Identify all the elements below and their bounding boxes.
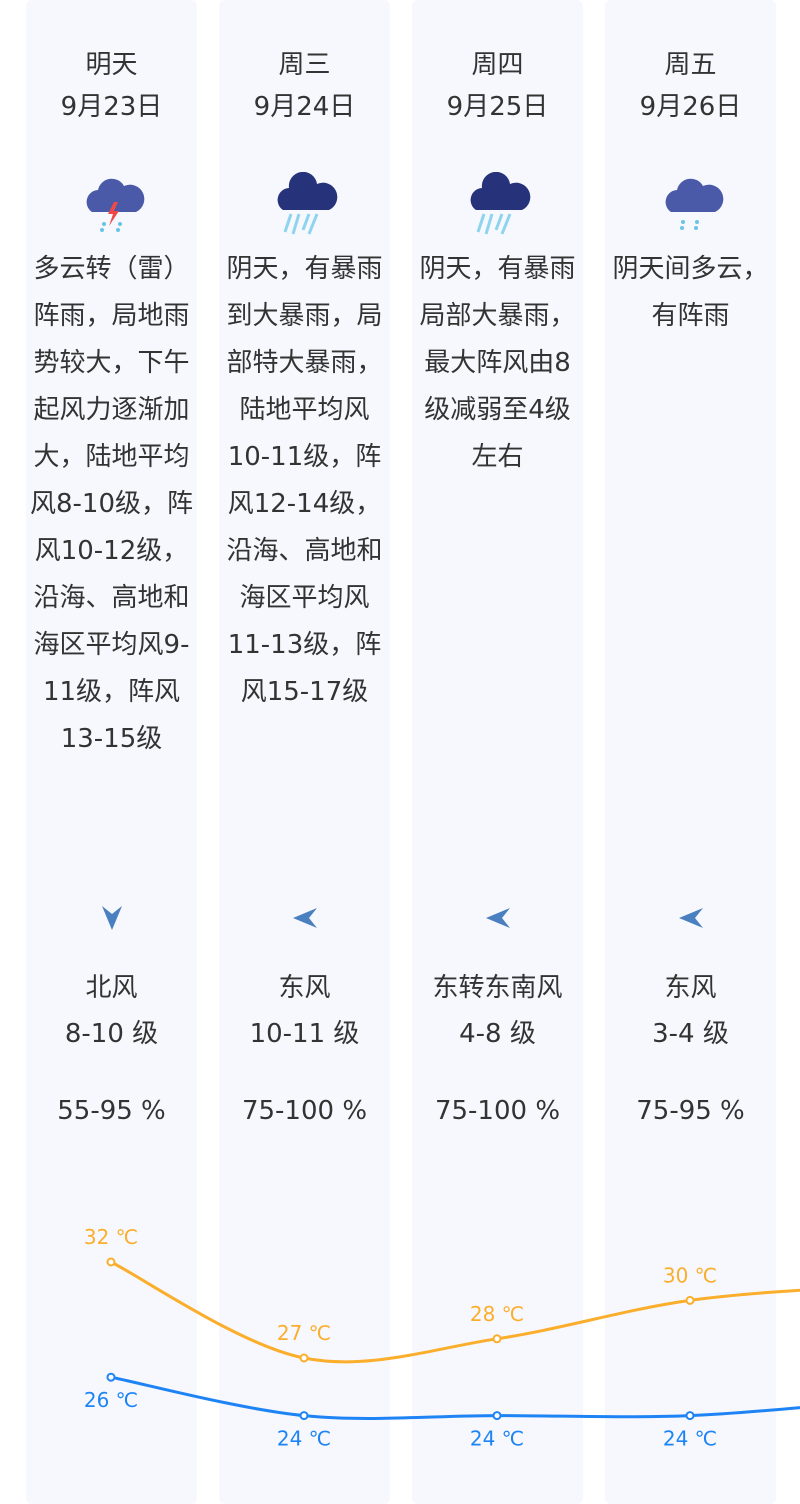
shower-icon — [665, 178, 723, 230]
forecast-day-column: 明天 9月23日 多云转（雷）阵雨，局地雨势较大，下午起风力逐渐加大，陆地平均风8… — [26, 0, 197, 1504]
wind-level: 4-8 级 — [459, 1019, 536, 1049]
weather-description: 阴天，有暴雨到大暴雨，局部特大暴雨，陆地平均风10-11级，阵风12-14级，沿… — [226, 254, 383, 707]
humidity: 75-100 % — [241, 1096, 368, 1126]
wind-direction-arrow-icon — [292, 908, 317, 928]
wind-direction: 东风 — [278, 973, 331, 1003]
forecast-day-column: 周五 9月26日 阴天间多云，有阵雨 东风 3-4 级 75-95 % — [605, 0, 776, 1504]
day-name: 周四 — [471, 50, 524, 80]
weather-description: 阴天间多云，有阵雨 — [612, 254, 769, 331]
day-date: 9月24日 — [253, 92, 356, 122]
day-date: 9月25日 — [446, 92, 549, 122]
temperature-label: 30 ℃ — [663, 1263, 717, 1287]
day-header: 周三 9月24日 — [219, 44, 390, 128]
humidity: 75-100 % — [434, 1096, 561, 1126]
day-name: 周三 — [278, 50, 331, 80]
wind-level: 10-11 级 — [249, 1019, 360, 1049]
day-date: 9月26日 — [639, 92, 742, 122]
day-date: 9月23日 — [60, 92, 163, 122]
humidity: 75-95 % — [636, 1096, 745, 1126]
wind-direction-arrow-icon — [678, 908, 703, 928]
wind-direction: 北风 — [85, 973, 138, 1003]
temperature-line — [110, 1375, 800, 1420]
temperature-label: 32 ℃ — [84, 1225, 138, 1249]
wind-info: 东风 10-11 级 — [219, 965, 390, 1057]
temperature-label: 27 ℃ — [277, 1321, 331, 1345]
day-header: 周四 9月25日 — [412, 44, 583, 128]
heavy-rain-icon — [277, 172, 337, 235]
thunder-shower-icon — [86, 178, 144, 232]
heavy-rain-icon — [470, 172, 530, 235]
temperature-point — [106, 1372, 116, 1382]
temperature-point — [492, 1411, 502, 1421]
day-name: 明天 — [85, 50, 138, 80]
wind-direction-arrow-icon — [101, 906, 122, 930]
wind-direction: 东风 — [664, 973, 717, 1003]
temperature-point — [685, 1295, 695, 1305]
wind-info: 东风 3-4 级 — [605, 965, 776, 1057]
temperature-label: 26 ℃ — [84, 1388, 138, 1412]
forecast-day-column: 周四 9月25日 阴天，有暴雨局部大暴雨，最大阵风由8级减弱至4级左右 东转东南风… — [412, 0, 583, 1504]
humidity: 55-95 % — [57, 1096, 166, 1126]
day-header: 周五 9月26日 — [605, 44, 776, 128]
weather-description: 阴天，有暴雨局部大暴雨，最大阵风由8级减弱至4级左右 — [419, 254, 576, 472]
temperature-label: 24 ℃ — [277, 1427, 331, 1451]
temperature-label: 28 ℃ — [470, 1302, 524, 1326]
day-header: 明天 9月23日 — [26, 44, 197, 128]
temperature-point — [685, 1411, 695, 1421]
wind-level: 3-4 级 — [652, 1019, 729, 1049]
wind-direction: 东转东南风 — [432, 973, 563, 1003]
forecast-day-column: 周三 9月24日 阴天，有暴雨到大暴雨，局部特大暴雨，陆地平均风10-11级，阵风… — [219, 0, 390, 1504]
wind-direction-arrow-icon — [485, 908, 510, 928]
wind-level: 8-10 级 — [64, 1019, 159, 1049]
temperature-label: 24 ℃ — [470, 1427, 524, 1451]
wind-info: 北风 8-10 级 — [26, 965, 197, 1057]
temperature-point — [299, 1411, 309, 1421]
temperature-label: 24 ℃ — [663, 1427, 717, 1451]
temperature-point — [492, 1334, 502, 1344]
wind-info: 东转东南风 4-8 级 — [412, 965, 583, 1057]
temperature-point — [106, 1257, 116, 1267]
weather-description: 多云转（雷）阵雨，局地雨势较大，下午起风力逐渐加大，陆地平均风8-10级，阵风1… — [29, 254, 193, 754]
temperature-point — [299, 1353, 309, 1363]
day-name: 周五 — [664, 50, 717, 80]
